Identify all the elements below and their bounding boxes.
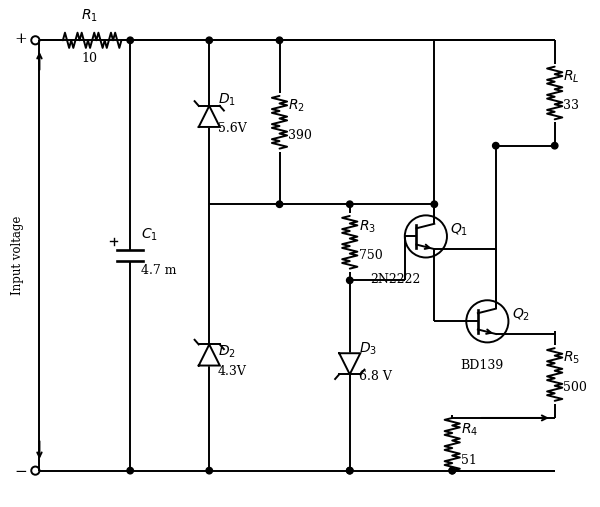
- Text: $R_4$: $R_4$: [461, 421, 478, 438]
- Text: $Q_2$: $Q_2$: [512, 306, 530, 322]
- Text: 4.7 m: 4.7 m: [141, 264, 176, 277]
- Text: $D_3$: $D_3$: [359, 341, 377, 357]
- Text: $R_2$: $R_2$: [288, 98, 305, 114]
- Polygon shape: [199, 344, 220, 366]
- Text: $R_5$: $R_5$: [563, 350, 581, 366]
- Circle shape: [347, 277, 353, 283]
- Text: $D_2$: $D_2$: [218, 344, 236, 360]
- Circle shape: [347, 467, 353, 474]
- Polygon shape: [339, 353, 361, 374]
- Text: 6.8 V: 6.8 V: [359, 370, 391, 383]
- Circle shape: [347, 467, 353, 474]
- Circle shape: [127, 467, 133, 474]
- Text: $R_1$: $R_1$: [81, 8, 98, 24]
- Circle shape: [276, 37, 283, 44]
- Text: $R_L$: $R_L$: [563, 68, 580, 85]
- Circle shape: [449, 467, 455, 474]
- Text: BD139: BD139: [460, 359, 503, 372]
- Text: 4.3V: 4.3V: [218, 365, 247, 378]
- Text: Input voltage: Input voltage: [11, 216, 24, 295]
- Text: +: +: [14, 31, 27, 46]
- Text: 33: 33: [563, 99, 580, 113]
- Circle shape: [431, 201, 437, 207]
- Text: 5.6V: 5.6V: [218, 122, 247, 135]
- Circle shape: [127, 37, 133, 44]
- Text: 390: 390: [288, 129, 312, 141]
- Text: $Q_1$: $Q_1$: [451, 221, 469, 238]
- Text: $R_3$: $R_3$: [359, 219, 376, 235]
- Text: 51: 51: [461, 454, 477, 467]
- Circle shape: [551, 142, 558, 149]
- Circle shape: [493, 142, 499, 149]
- Text: $C_1$: $C_1$: [141, 226, 158, 242]
- Circle shape: [206, 467, 212, 474]
- Text: 750: 750: [359, 248, 382, 262]
- Text: $D_1$: $D_1$: [218, 92, 236, 108]
- Circle shape: [449, 467, 455, 474]
- Text: 10: 10: [81, 52, 97, 65]
- Text: 500: 500: [563, 381, 587, 394]
- Text: −: −: [14, 465, 27, 480]
- Circle shape: [276, 201, 283, 207]
- Polygon shape: [199, 106, 220, 127]
- Circle shape: [347, 201, 353, 207]
- Circle shape: [206, 37, 212, 44]
- Text: 2N2222: 2N2222: [370, 273, 421, 286]
